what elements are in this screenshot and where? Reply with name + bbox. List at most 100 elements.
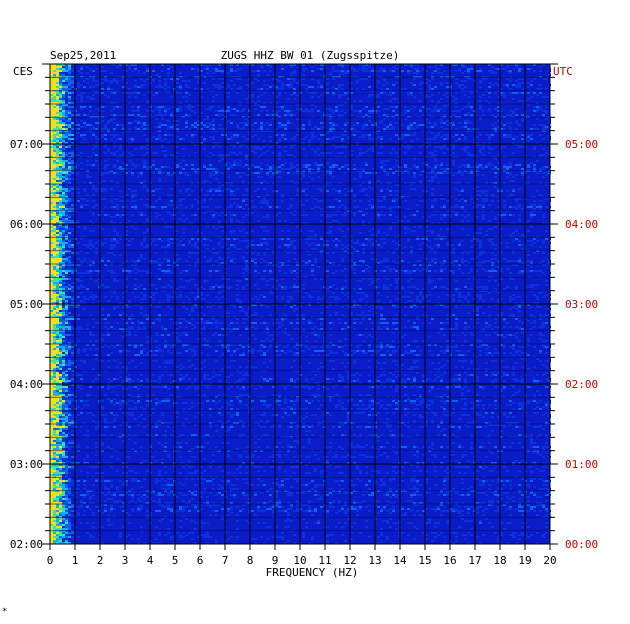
spectrogram-cell — [380, 190, 383, 192]
spectrogram-cell — [62, 238, 65, 240]
spectrogram-cell — [119, 166, 122, 168]
spectrogram-cell — [350, 128, 353, 130]
spectrogram-cell — [455, 204, 458, 206]
spectrogram-cell — [509, 88, 512, 90]
spectrogram-cell — [434, 270, 437, 272]
spectrogram-cell — [230, 164, 233, 166]
spectrogram-cell — [353, 214, 356, 216]
spectrogram-cell — [290, 272, 293, 274]
spectrogram-cell — [347, 64, 350, 66]
spectrogram-cell — [53, 268, 56, 270]
spectrogram-cell — [80, 134, 83, 136]
spectrogram-cell — [509, 126, 512, 128]
spectrogram-cell — [443, 122, 446, 124]
spectrogram-cell — [521, 234, 524, 236]
spectrogram-cell — [131, 226, 134, 228]
spectrogram-cell — [401, 70, 404, 72]
spectrogram-cell — [269, 70, 272, 72]
spectrogram-cell — [68, 66, 71, 68]
spectrogram-cell — [161, 140, 164, 142]
spectrogram-cell — [119, 214, 122, 216]
spectrogram-cell — [170, 128, 173, 130]
spectrogram-cell — [68, 252, 71, 254]
spectrogram-cell — [272, 84, 275, 86]
spectrogram-cell — [461, 80, 464, 82]
spectrogram-cell — [242, 108, 245, 110]
spectrogram-cell — [107, 214, 110, 216]
spectrogram-cell — [164, 272, 167, 274]
spectrogram-cell — [302, 126, 305, 128]
spectrogram-cell — [485, 164, 488, 166]
spectrogram-cell — [194, 214, 197, 216]
spectrogram-cell — [59, 208, 62, 210]
spectrogram-cell — [446, 214, 449, 216]
spectrogram-cell — [317, 200, 320, 202]
spectrogram-cell — [134, 272, 137, 274]
spectrogram-cell — [59, 154, 62, 156]
spectrogram-cell — [455, 198, 458, 200]
spectrogram-cell — [236, 280, 239, 282]
spectrogram-cell — [494, 92, 497, 94]
spectrogram-cell — [77, 192, 80, 194]
spectrogram-cell — [263, 242, 266, 244]
spectrogram-cell — [77, 222, 80, 224]
spectrogram-cell — [107, 172, 110, 174]
spectrogram-cell — [128, 122, 131, 124]
spectrogram-cell — [167, 264, 170, 266]
spectrogram-cell — [56, 218, 59, 220]
spectrogram-cell — [305, 68, 308, 70]
spectrogram-cell — [506, 168, 509, 170]
spectrogram-cell — [413, 166, 416, 168]
spectrogram-cell — [113, 238, 116, 240]
spectrogram-cell — [62, 262, 65, 264]
spectrogram-cell — [143, 232, 146, 234]
spectrogram-cell — [518, 204, 521, 206]
spectrogram-cell — [338, 96, 341, 98]
spectrogram-cell — [410, 146, 413, 148]
spectrogram-cell — [539, 154, 542, 156]
spectrogram-cell — [92, 132, 95, 134]
spectrogram-cell — [143, 72, 146, 74]
spectrogram-cell — [107, 148, 110, 150]
spectrogram-cell — [68, 216, 71, 218]
spectrogram-cell — [218, 222, 221, 224]
spectrogram-cell — [380, 146, 383, 148]
spectrogram-cell — [185, 260, 188, 262]
spectrogram-cell — [512, 84, 515, 86]
spectrogram-cell — [395, 134, 398, 136]
spectrogram-cell — [545, 172, 548, 174]
spectrogram-cell — [512, 252, 515, 254]
spectrogram-cell — [95, 252, 98, 254]
spectrogram-cell — [50, 260, 53, 262]
spectrogram-cell — [59, 82, 62, 84]
spectrogram-cell — [257, 188, 260, 190]
spectrogram-cell — [467, 182, 470, 184]
spectrogram-cell — [80, 98, 83, 100]
spectrogram-cell — [275, 166, 278, 168]
spectrogram-cell — [401, 134, 404, 136]
spectrogram-cell — [236, 162, 239, 164]
spectrogram-cell — [419, 182, 422, 184]
spectrogram-cell — [347, 70, 350, 72]
spectrogram-cell — [512, 64, 515, 66]
spectrogram-cell — [416, 64, 419, 66]
spectrogram-cell — [413, 68, 416, 70]
spectrogram-cell — [479, 264, 482, 266]
spectrogram-cell — [425, 146, 428, 148]
spectrogram-cell — [266, 114, 269, 116]
spectrogram-cell — [56, 124, 59, 126]
spectrogram-cell — [56, 272, 59, 274]
spectrogram-cell — [260, 126, 263, 128]
spectrogram-cell — [260, 122, 263, 124]
spectrogram-cell — [506, 86, 509, 88]
spectrogram-cell — [401, 136, 404, 138]
spectrogram-cell — [362, 188, 365, 190]
spectrogram-cell — [527, 98, 530, 100]
spectrogram-cell — [410, 188, 413, 190]
spectrogram-cell — [512, 138, 515, 140]
spectrogram-cell — [530, 96, 533, 98]
spectrogram-cell — [191, 206, 194, 208]
spectrogram-cell — [440, 262, 443, 264]
spectrogram-cell — [437, 134, 440, 136]
spectrogram-cell — [305, 214, 308, 216]
